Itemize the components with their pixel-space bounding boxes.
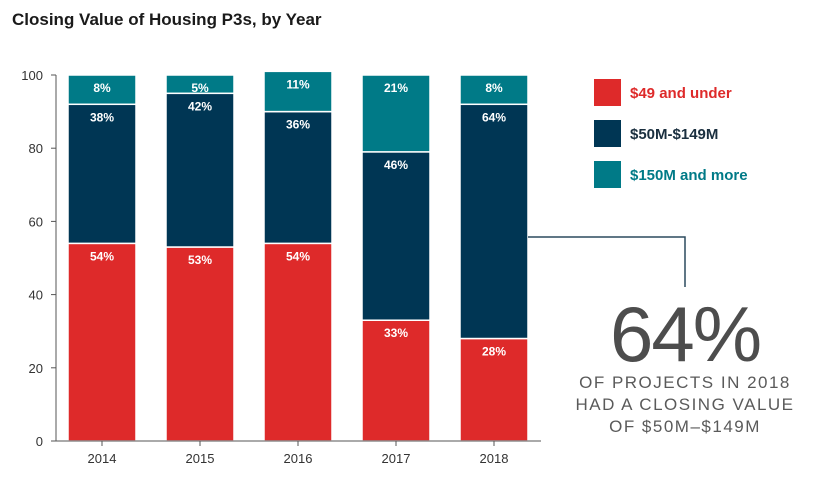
callout-line-1: OF PROJECTS IN 2018 bbox=[579, 373, 791, 392]
bar-label-2014-series-2: 8% bbox=[93, 81, 111, 95]
y-tick-label-40: 40 bbox=[29, 288, 43, 303]
y-tick-label-0: 0 bbox=[36, 434, 43, 449]
bar-segment-2018-series-0 bbox=[459, 337, 529, 442]
bar-segment-2018-series-1 bbox=[459, 103, 529, 340]
callout-line-3: OF $50M–$149M bbox=[609, 417, 761, 436]
x-tick-label-2014: 2014 bbox=[88, 451, 117, 466]
bar-label-2016-series-0: 54% bbox=[286, 249, 310, 263]
bar-segment-2015-series-2 bbox=[165, 74, 235, 95]
x-tick-label-2016: 2016 bbox=[284, 451, 313, 466]
legend-label-1: $50M-$149M bbox=[630, 126, 718, 143]
bar-label-2016-series-2: 11% bbox=[286, 77, 310, 91]
legend-label-2: $150M and more bbox=[630, 167, 748, 184]
y-tick-label-80: 80 bbox=[29, 141, 43, 156]
bar-label-2017-series-0: 33% bbox=[384, 326, 408, 340]
bar-label-2014-series-0: 54% bbox=[90, 249, 114, 263]
bar-label-2018-series-2: 8% bbox=[485, 81, 503, 95]
bar-segment-2018-series-2 bbox=[459, 74, 529, 106]
legend-swatch-1 bbox=[594, 120, 621, 147]
bar-label-2014-series-1: 38% bbox=[90, 110, 114, 124]
bar-segment-2015-series-1 bbox=[165, 92, 235, 248]
axes-group: 0 20 40 60 80 100 2014 2015 2016 2017 2018 bbox=[21, 68, 541, 466]
bar-label-2015-series-2: 5% bbox=[191, 81, 209, 95]
callout-value: 64% bbox=[609, 290, 762, 378]
legend-swatch-0 bbox=[594, 79, 621, 106]
bar-label-2015-series-1: 42% bbox=[188, 99, 212, 113]
bar-segment-2015-series-0 bbox=[165, 246, 235, 442]
bar-segment-2016-series-0 bbox=[263, 242, 333, 442]
bar-segment-2014-series-1 bbox=[67, 103, 137, 245]
bar-segment-2014-series-0 bbox=[67, 242, 137, 442]
bar-segment-2014-series-2 bbox=[67, 74, 137, 106]
bar-label-2016-series-1: 36% bbox=[286, 118, 310, 132]
bar-segment-2016-series-1 bbox=[263, 110, 333, 245]
bar-segment-2017-series-2 bbox=[361, 74, 431, 153]
legend-group: $49 and under $50M-$149M $150M and more bbox=[594, 79, 748, 188]
bar-label-2018-series-0: 28% bbox=[482, 345, 506, 359]
x-tick-label-2015: 2015 bbox=[186, 451, 215, 466]
bar-label-2015-series-0: 53% bbox=[188, 253, 212, 267]
bar-label-2017-series-2: 21% bbox=[384, 81, 408, 95]
callout-connector-line bbox=[528, 236, 686, 287]
callout: 64% OF PROJECTS IN 2018 HAD A CLOSING VA… bbox=[560, 290, 810, 438]
bar-label-2017-series-1: 46% bbox=[384, 158, 408, 172]
bar-segment-2017-series-1 bbox=[361, 151, 431, 321]
chart-title: Closing Value of Housing P3s, by Year bbox=[12, 10, 322, 29]
y-tick-label-60: 60 bbox=[29, 214, 43, 229]
legend-label-0: $49 and under bbox=[630, 85, 732, 102]
bar-segment-2017-series-0 bbox=[361, 319, 431, 442]
callout-line-2: HAD A CLOSING VALUE bbox=[575, 395, 795, 414]
x-tick-label-2018: 2018 bbox=[480, 451, 509, 466]
bars-group: 54% 38% 8% 53% 42% 5% 54% 36% 11% 33% 46% 21% 28% 64%… bbox=[67, 70, 529, 442]
legend-swatch-2 bbox=[594, 161, 621, 188]
x-tick-label-2017: 2017 bbox=[382, 451, 411, 466]
bar-label-2018-series-1: 64% bbox=[482, 110, 506, 124]
y-tick-label-20: 20 bbox=[29, 361, 43, 376]
y-tick-label-100: 100 bbox=[21, 68, 43, 83]
bar-segment-2016-series-2 bbox=[263, 70, 333, 113]
